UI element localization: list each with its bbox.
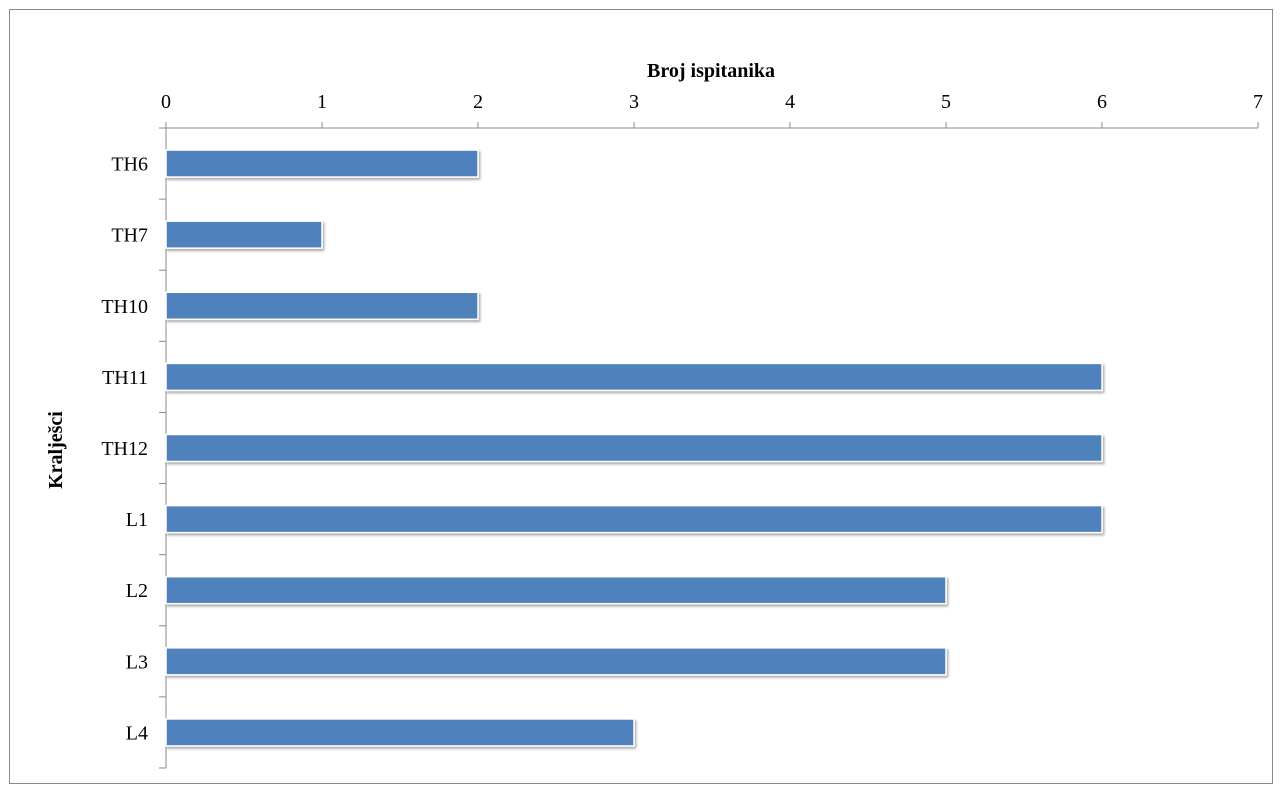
y-tick-label: TH10: [101, 296, 148, 318]
bar-th7: [165, 220, 323, 249]
bar-l4: [165, 718, 635, 747]
y-tick-label: TH12: [101, 438, 148, 460]
bar-th12: [165, 433, 1103, 463]
x-tick-label: 2: [473, 91, 483, 113]
y-axis-title: Kralješci: [45, 411, 67, 489]
x-tick-label: 6: [1097, 91, 1107, 113]
x-tick-label: 3: [629, 91, 639, 113]
x-tick-label: 0: [161, 91, 171, 113]
tick-labels: 0 1 2 3 4 5 6 7 TH6 TH7 TH10 TH11 TH12 L1 L2 L3 L4: [101, 91, 1263, 744]
x-tick-label: 1: [317, 91, 327, 113]
y-tick-label: TH6: [111, 154, 148, 176]
y-tick-label: TH7: [111, 225, 148, 247]
x-axis-title: Broj ispitanika: [647, 60, 775, 82]
y-tick-label: L1: [126, 509, 148, 531]
bar-th11: [165, 362, 1103, 392]
bar-th10: [165, 291, 479, 321]
bar-l1: [165, 504, 1103, 534]
x-tick-label: 4: [785, 91, 795, 113]
bar-l2: [165, 575, 947, 605]
bars: [165, 149, 1103, 747]
y-tick-label: L4: [126, 722, 148, 744]
bar-l3: [165, 647, 947, 676]
y-tick-label: L3: [126, 651, 148, 673]
bar-th6: [165, 149, 479, 178]
y-tick-label: L2: [126, 580, 148, 602]
y-tick-label: TH11: [102, 367, 148, 389]
x-tick-label: 5: [941, 91, 951, 113]
x-tick-label: 7: [1253, 91, 1263, 113]
